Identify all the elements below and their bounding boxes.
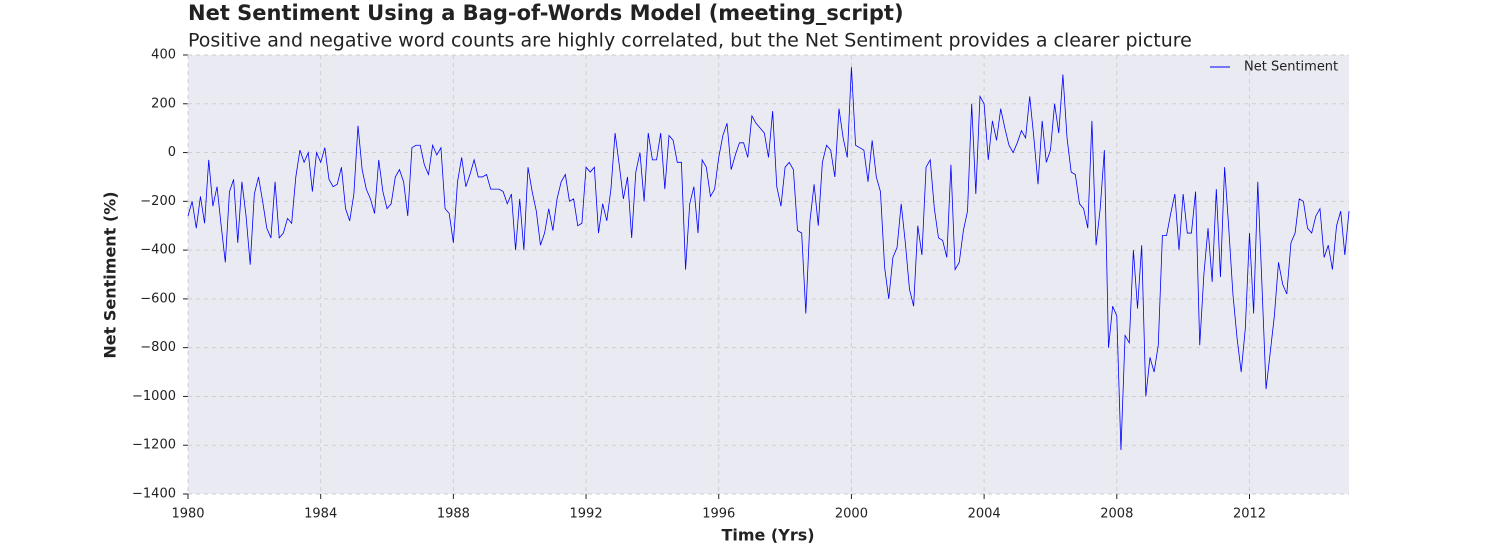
y-tick-label: 200 (151, 96, 176, 111)
x-tick-label: 1980 (171, 507, 204, 522)
x-tick-label: 1984 (304, 507, 337, 522)
x-tick-label: 2012 (1233, 507, 1266, 522)
y-tick-label: −1200 (132, 438, 176, 453)
y-axis-label: Net Sentiment (%) (101, 191, 120, 358)
chart-title: Net Sentiment Using a Bag-of-Words Model… (188, 1, 904, 25)
y-tick-label: 0 (168, 145, 176, 160)
chart-subtitle: Positive and negative word counts are hi… (188, 30, 1192, 52)
plot-background (188, 55, 1349, 494)
x-tick-label: 1988 (437, 507, 470, 522)
y-tick-label: −200 (140, 194, 176, 209)
y-tick-label: 400 (151, 48, 176, 63)
x-axis-label: Time (Yrs) (721, 526, 814, 545)
series-line (187, 67, 1350, 451)
x-tick-label: 1992 (570, 507, 603, 522)
y-tick-label: −400 (140, 243, 176, 258)
x-tick-label: 2008 (1100, 507, 1133, 522)
y-tick-label: −800 (140, 340, 176, 355)
x-tick-label: 2000 (835, 507, 868, 522)
y-tick-label: −600 (140, 291, 176, 306)
x-tick-label: 2004 (968, 507, 1001, 522)
y-tick-label: −1000 (132, 389, 176, 404)
x-tick-label: 1996 (702, 507, 735, 522)
legend-label: Net Sentiment (1244, 60, 1338, 75)
y-tick-label: −1400 (132, 487, 176, 502)
